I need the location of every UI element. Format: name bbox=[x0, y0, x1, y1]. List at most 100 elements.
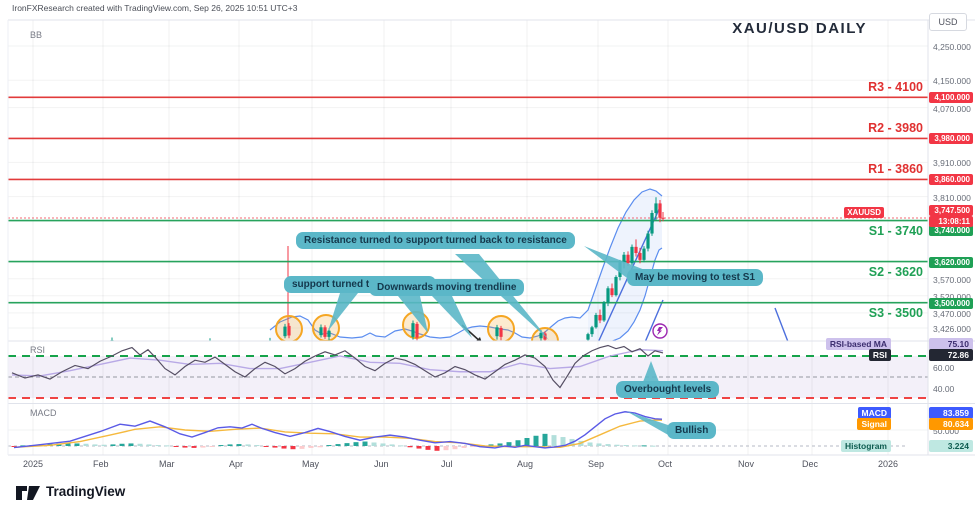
support-price-badge: 3,620.000 bbox=[929, 256, 973, 268]
creator-line: IronFXResearch created with TradingView.… bbox=[12, 3, 298, 13]
macd-histogram-bar bbox=[470, 446, 476, 447]
time-axis-label-may[interactable]: May bbox=[302, 459, 320, 469]
support-level-label[interactable]: S2 - 3620 bbox=[868, 264, 923, 279]
time-axis-label-nov[interactable]: Nov bbox=[738, 459, 755, 469]
macd-histogram-bar bbox=[272, 446, 278, 448]
candle-body bbox=[543, 333, 547, 340]
macd-histogram-bar bbox=[146, 444, 152, 446]
candle-body bbox=[646, 233, 650, 249]
currency-button[interactable]: USD bbox=[929, 13, 967, 31]
candle-body bbox=[495, 327, 499, 337]
callout-tail bbox=[455, 254, 549, 340]
macd-histogram-bar bbox=[173, 446, 179, 447]
countdown-badge: 13:08:11 bbox=[929, 216, 973, 227]
black-arrow-head bbox=[476, 337, 482, 341]
resistance-level-label[interactable]: R1 - 3860 bbox=[868, 162, 923, 177]
ann-resistance-flip[interactable]: Resistance turned to support turned back… bbox=[296, 232, 575, 249]
macd-histogram-bar bbox=[308, 446, 314, 448]
time-axis-label-mar[interactable]: Mar bbox=[159, 459, 175, 469]
macd-histogram-bar bbox=[137, 443, 143, 446]
support-price-badge: 3,500.000 bbox=[929, 297, 973, 309]
ann-overbought[interactable]: Overbought levels bbox=[616, 381, 720, 398]
macd-histogram-bar bbox=[218, 445, 224, 447]
macd-axis-label: 50.000 bbox=[933, 426, 959, 436]
macd-histogram-bar bbox=[371, 442, 377, 446]
price-axis-label: 3,470.000 bbox=[933, 308, 971, 319]
rsi-ma-badge-value: 75.10 bbox=[929, 338, 973, 350]
time-axis-label-feb[interactable]: Feb bbox=[93, 459, 109, 469]
price-axis-label: 3,910.000 bbox=[933, 158, 971, 169]
symbol-badge: XAUUSD bbox=[844, 207, 884, 218]
price-axis-label: 3,570.000 bbox=[933, 274, 971, 285]
price-axis-label: 4,250.000 bbox=[933, 42, 971, 52]
support-level-label[interactable]: S1 - 3740 bbox=[868, 223, 923, 238]
support-level-label[interactable]: S3 - 3500 bbox=[868, 305, 923, 320]
time-axis-label-aug[interactable]: Aug bbox=[517, 459, 534, 469]
time-axis-label-2026[interactable]: 2026 bbox=[878, 459, 899, 469]
time-axis-label-apr[interactable]: Apr bbox=[229, 459, 244, 469]
resistance-level-label[interactable]: R3 - 4100 bbox=[868, 80, 923, 95]
short-trendline bbox=[644, 299, 664, 341]
macd-histogram-bar bbox=[497, 443, 503, 446]
macd-histogram-bar bbox=[236, 444, 242, 446]
callout-tail bbox=[432, 296, 472, 338]
macd-histogram-bar bbox=[425, 446, 431, 450]
level-lines bbox=[8, 96, 928, 304]
time-axis-label-dec[interactable]: Dec bbox=[802, 459, 819, 469]
resistance-price-badge: 4,100.000 bbox=[929, 92, 973, 104]
bollinger-lower-band bbox=[610, 247, 663, 341]
candle-body bbox=[323, 327, 327, 337]
macd-histogram-bar bbox=[551, 435, 557, 446]
bollinger-indicator-label[interactable]: BB bbox=[30, 30, 43, 40]
time-axis-label-jul[interactable]: Jul bbox=[441, 459, 453, 469]
time-axis-label-jun[interactable]: Jun bbox=[374, 459, 389, 469]
macd-pane bbox=[8, 411, 905, 451]
tradingview-logo[interactable]: TradingView bbox=[16, 481, 125, 501]
candle-body bbox=[642, 248, 646, 260]
rsi-pane-label[interactable]: RSI bbox=[30, 345, 46, 355]
macd-histogram-bar bbox=[191, 446, 197, 448]
macd-histogram-bar bbox=[119, 443, 125, 446]
resistance-level-label[interactable]: R2 - 3980 bbox=[868, 121, 923, 136]
macd-histogram-bar bbox=[623, 445, 629, 447]
bollinger-upper-band bbox=[269, 188, 663, 339]
candle-body bbox=[614, 276, 618, 296]
macd-histogram-bar bbox=[560, 437, 566, 446]
macd-histogram-bar bbox=[407, 446, 413, 448]
time-axis-label-2025[interactable]: 2025 bbox=[23, 459, 44, 469]
time-axis-label-sep[interactable]: Sep bbox=[588, 459, 605, 469]
signal-badge-value: 80.634 bbox=[929, 418, 973, 430]
lightning-icon bbox=[657, 327, 663, 336]
macd-histogram-bar bbox=[128, 443, 134, 446]
rsi-band-fill bbox=[8, 356, 928, 398]
macd-histogram-bar bbox=[614, 444, 620, 446]
macd-histogram-bar bbox=[209, 446, 215, 447]
macd-histogram-bar bbox=[110, 444, 116, 446]
macd-pane-label[interactable]: MACD bbox=[30, 408, 57, 418]
candle-body bbox=[411, 323, 415, 337]
ann-test-s1[interactable]: May be moving to test S1 bbox=[627, 269, 764, 286]
macd-histogram-bar bbox=[398, 445, 404, 447]
candle-body bbox=[598, 314, 602, 321]
candle-body bbox=[327, 330, 331, 337]
time-axis-label-oct[interactable]: Oct bbox=[658, 459, 673, 469]
macd-histogram-bar bbox=[290, 446, 296, 450]
macd-histogram-bar bbox=[20, 445, 26, 447]
callout-tail bbox=[626, 411, 670, 436]
rsi-ma-badge-label: RSI-based MA bbox=[825, 338, 891, 350]
ann-bullish[interactable]: Bullish bbox=[667, 422, 717, 439]
candle-body bbox=[586, 334, 590, 340]
rsi-badge-label: RSI bbox=[868, 349, 891, 361]
macd-histogram-bar bbox=[254, 445, 260, 447]
bollinger-fill-left bbox=[270, 310, 588, 341]
macd-histogram-bar bbox=[182, 446, 188, 448]
ann-trendline[interactable]: Downwards moving trendline bbox=[369, 279, 525, 296]
resistance-price-badge: 3,980.000 bbox=[929, 133, 973, 145]
candle-body bbox=[415, 323, 419, 338]
macd-histogram-bar bbox=[452, 446, 458, 450]
macd-histogram-bar bbox=[344, 443, 350, 446]
macd-histogram-bar bbox=[443, 446, 449, 451]
macd-histogram-bar bbox=[416, 446, 422, 449]
